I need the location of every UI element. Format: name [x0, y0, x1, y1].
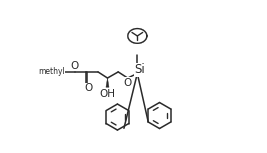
Polygon shape: [106, 78, 109, 87]
Text: O: O: [70, 61, 79, 71]
Text: O: O: [124, 78, 132, 88]
Text: methyl: methyl: [38, 67, 65, 76]
Text: O: O: [85, 83, 93, 93]
Text: Si: Si: [134, 63, 145, 76]
Polygon shape: [128, 29, 147, 43]
Text: OH: OH: [100, 89, 116, 99]
